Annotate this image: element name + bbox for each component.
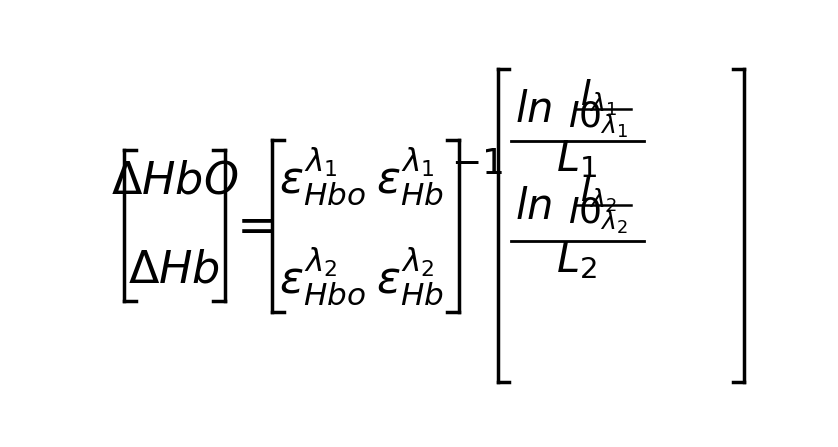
Text: $I_{\lambda_2}$: $I_{\lambda_2}$ xyxy=(580,174,617,214)
Text: $\Delta HbO$: $\Delta HbO$ xyxy=(111,160,238,202)
Text: $\varepsilon_{Hb}^{\lambda_2}$: $\varepsilon_{Hb}^{\lambda_2}$ xyxy=(376,245,444,307)
Text: $\varepsilon_{Hbo}^{\lambda_1}$: $\varepsilon_{Hbo}^{\lambda_1}$ xyxy=(279,145,365,207)
Text: $I0_{\lambda_2}$: $I0_{\lambda_2}$ xyxy=(568,196,628,236)
Text: $\Delta Hb$: $\Delta Hb$ xyxy=(128,249,220,292)
Text: $=$: $=$ xyxy=(227,202,275,250)
Text: $I0_{\lambda_1}$: $I0_{\lambda_1}$ xyxy=(568,100,628,140)
Text: $L_2$: $L_2$ xyxy=(556,239,597,281)
Text: $L_1$: $L_1$ xyxy=(556,138,597,180)
Text: $ln$: $ln$ xyxy=(515,89,552,131)
Text: $\varepsilon_{Hbo}^{\lambda_2}$: $\varepsilon_{Hbo}^{\lambda_2}$ xyxy=(279,245,365,307)
Text: $ln$: $ln$ xyxy=(515,186,552,228)
Text: $I_{\lambda_1}$: $I_{\lambda_1}$ xyxy=(580,78,617,118)
Text: $-1$: $-1$ xyxy=(451,147,503,181)
Text: $\varepsilon_{Hb}^{\lambda_1}$: $\varepsilon_{Hb}^{\lambda_1}$ xyxy=(376,145,444,207)
